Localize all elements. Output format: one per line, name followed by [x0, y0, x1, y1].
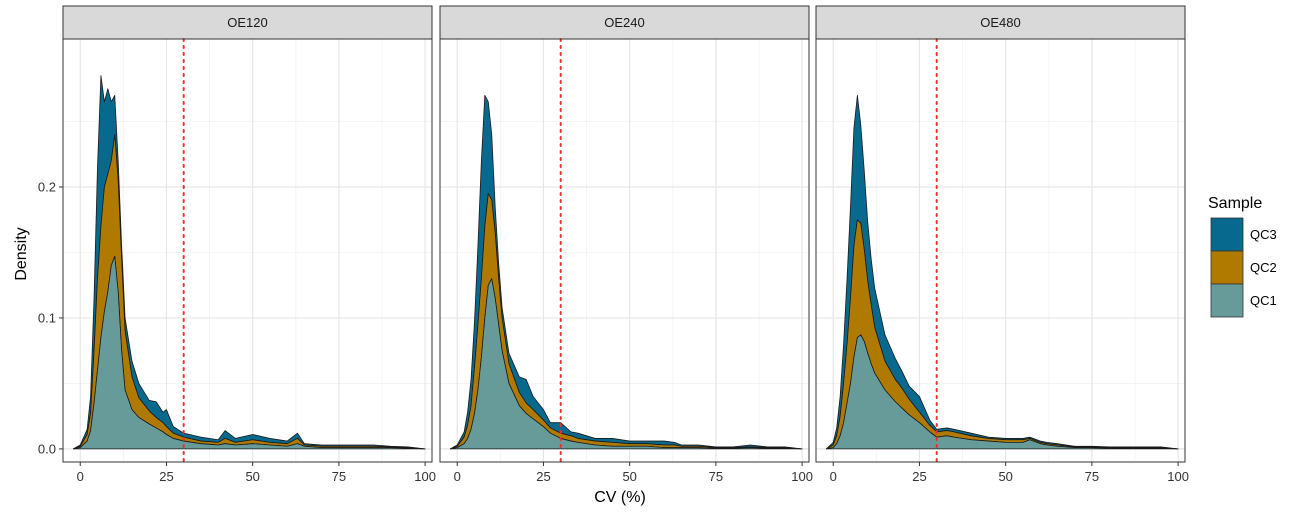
panel-border	[815, 38, 1186, 463]
area-qc1	[449, 278, 803, 450]
x-tick-label: 50	[622, 469, 636, 484]
x-tick-label: 75	[1085, 469, 1099, 484]
panel-border	[62, 38, 433, 463]
y-axis-title: Density	[13, 227, 30, 280]
legend-key-qc2	[1210, 250, 1244, 285]
area-qc1	[72, 255, 426, 450]
x-tick-label: 100	[791, 469, 813, 484]
x-tick-label: 50	[245, 469, 259, 484]
legend-label-qc1: QC1	[1250, 293, 1277, 308]
legend: Sample QC3 QC2 QC1	[1208, 195, 1277, 318]
x-axis-title: CV (%)	[594, 489, 646, 506]
y-tick-label: 0.2	[38, 179, 56, 194]
x-tick-label: 75	[709, 469, 723, 484]
x-tick-label: 25	[159, 469, 173, 484]
x-tick-label: 25	[536, 469, 550, 484]
x-tick-label: 0	[454, 469, 461, 484]
panel-oe120: OE120 0 25 50 75 100	[62, 5, 436, 484]
facet-strip-label: OE240	[604, 15, 644, 30]
facet-strip	[439, 5, 810, 40]
legend-label-qc2: QC2	[1250, 260, 1277, 275]
facet-panels: OE120 0 25 50 75 100 OE240 0 25 50 75 100 OE480 0 25 50…	[62, 5, 1189, 484]
x-tick-label: 75	[332, 469, 346, 484]
panel-oe480: OE480 0 25 50 75 100	[815, 5, 1189, 484]
x-tick-label: 50	[998, 469, 1012, 484]
legend-key-qc3	[1210, 217, 1244, 252]
x-tick-label: 100	[414, 469, 436, 484]
x-tick-label: 0	[830, 469, 837, 484]
legend-title: Sample	[1208, 195, 1262, 212]
legend-label-qc3: QC3	[1250, 227, 1277, 242]
x-tick-label: 25	[912, 469, 926, 484]
facet-strip-label: OE120	[227, 15, 267, 30]
facet-strip-label: OE480	[980, 15, 1020, 30]
facet-strip	[815, 5, 1186, 40]
x-tick-label: 100	[1167, 469, 1189, 484]
area-qc1	[825, 334, 1179, 450]
y-axis: 0.0 0.1 0.2	[38, 179, 63, 456]
panel-border	[439, 38, 810, 463]
y-tick-label: 0.0	[38, 441, 56, 456]
legend-key-qc1	[1210, 283, 1244, 318]
panel-oe240: OE240 0 25 50 75 100	[439, 5, 813, 484]
y-tick-label: 0.1	[38, 310, 56, 325]
facet-strip	[62, 5, 433, 40]
x-tick-label: 0	[77, 469, 84, 484]
